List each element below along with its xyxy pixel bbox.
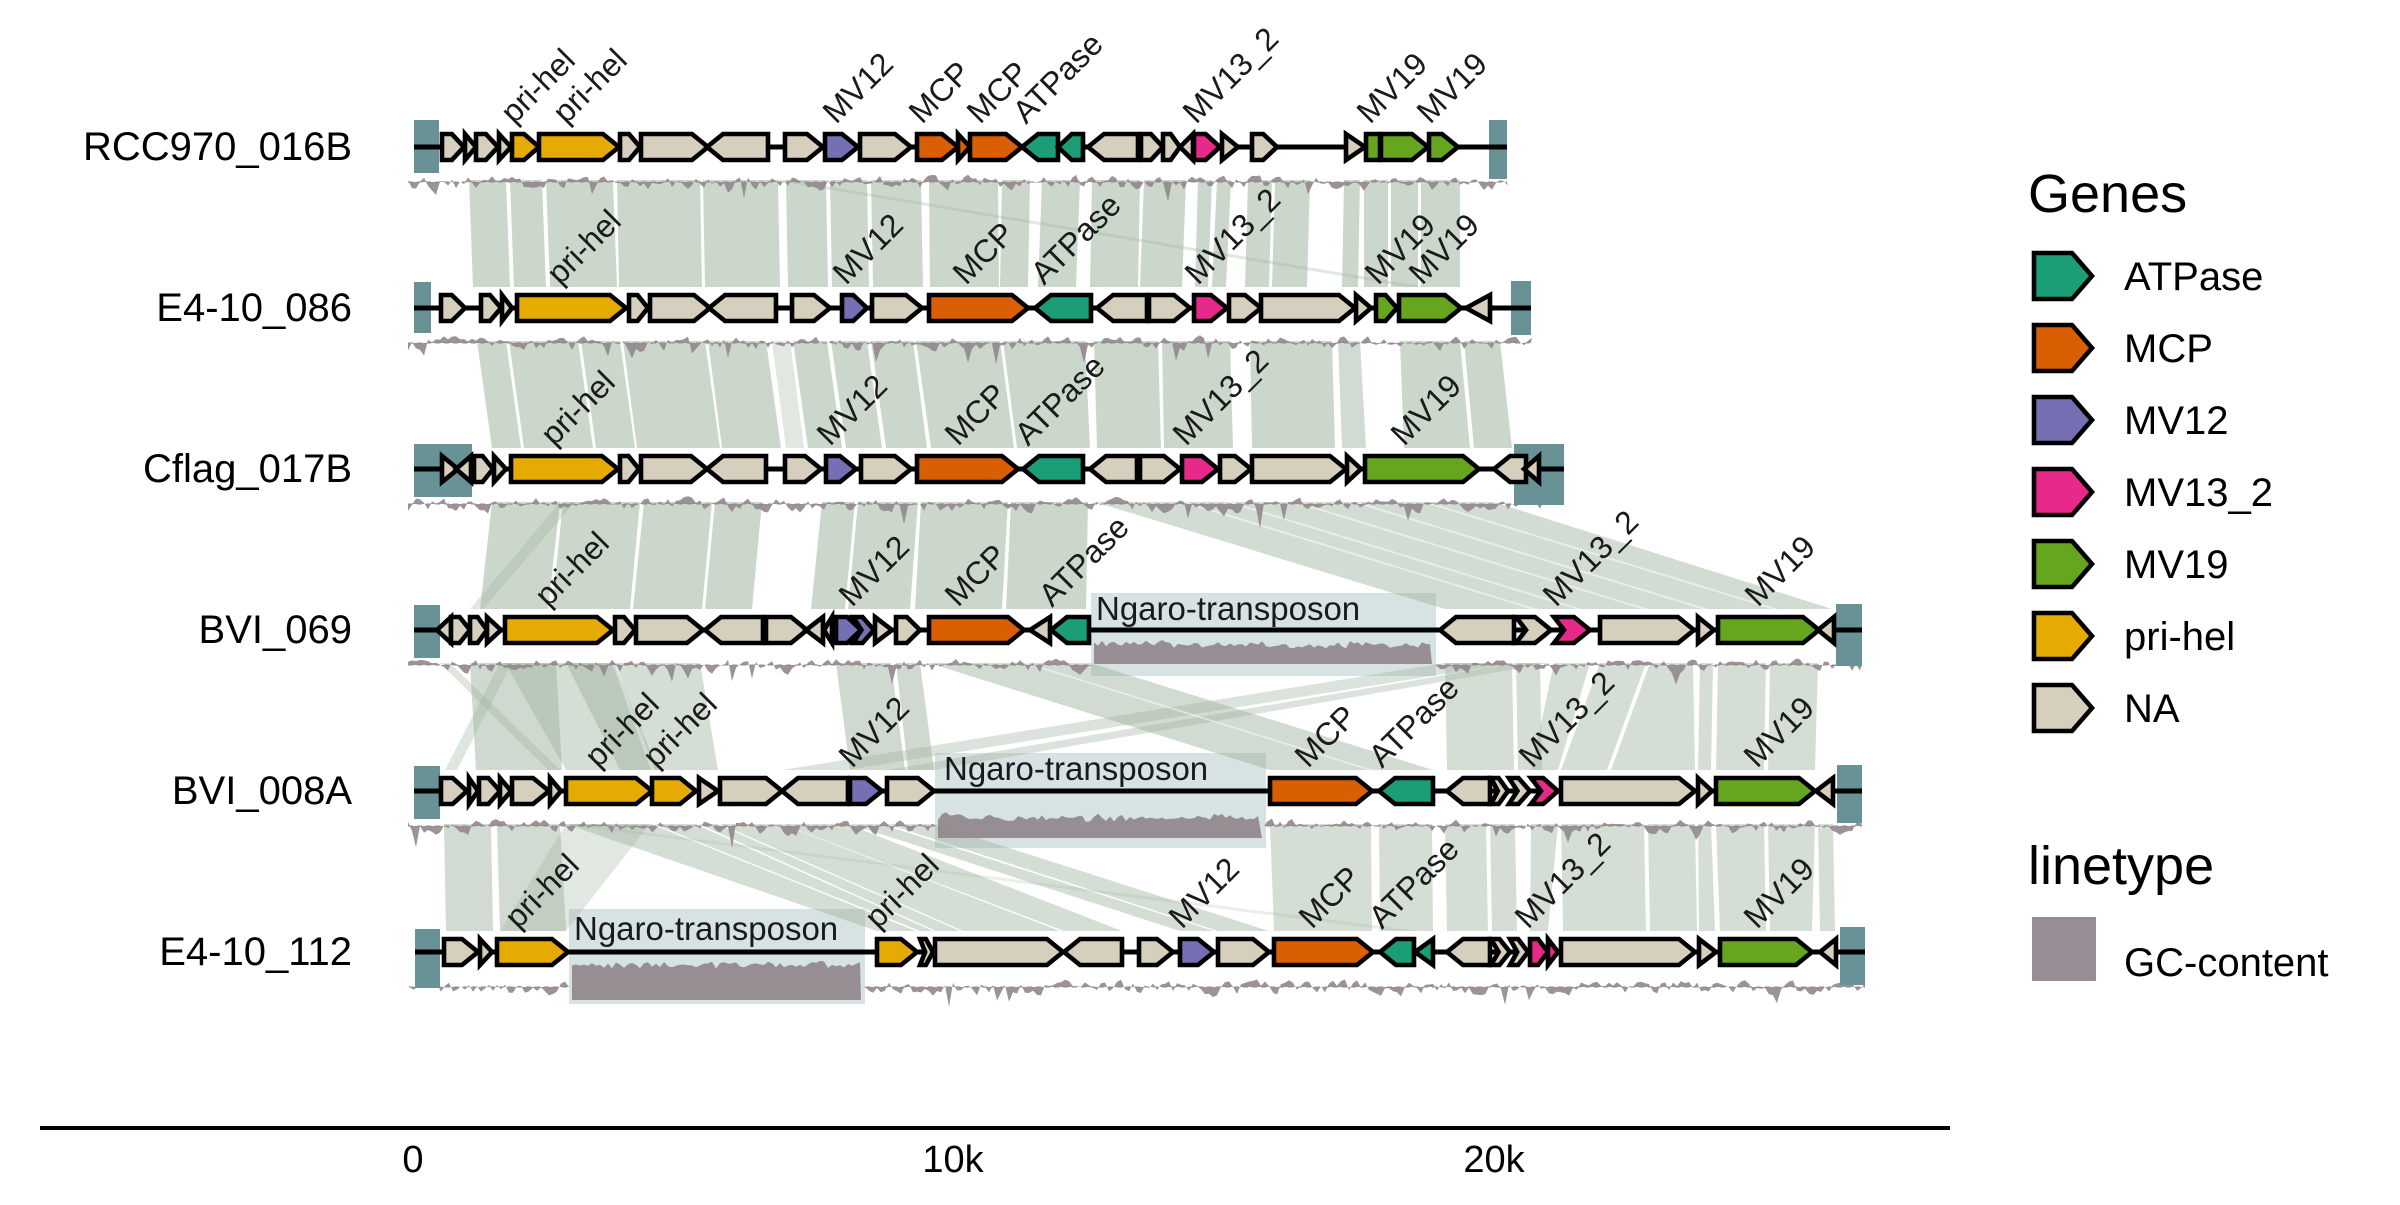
- svg-text:Genes: Genes: [2028, 164, 2187, 224]
- svg-text:Ngaro-transposon: Ngaro-transposon: [944, 750, 1208, 787]
- svg-text:GC-content: GC-content: [2124, 941, 2329, 985]
- svg-text:BVI_008A: BVI_008A: [172, 769, 352, 813]
- svg-text:NA: NA: [2124, 687, 2180, 731]
- svg-text:Cflag_017B: Cflag_017B: [143, 447, 352, 491]
- svg-text:E4-10_112: E4-10_112: [159, 930, 352, 974]
- svg-text:Ngaro-transposon: Ngaro-transposon: [574, 910, 838, 947]
- svg-text:ATPase: ATPase: [2124, 255, 2263, 299]
- svg-text:RCC970_016B: RCC970_016B: [83, 125, 352, 169]
- svg-text:pri-hel: pri-hel: [2124, 615, 2235, 659]
- svg-text:BVI_069: BVI_069: [199, 608, 352, 652]
- svg-text:E4-10_086: E4-10_086: [156, 286, 352, 330]
- svg-text:MV13_2: MV13_2: [2124, 471, 2273, 515]
- svg-text:MV12: MV12: [2124, 399, 2229, 443]
- svg-text:10k: 10k: [922, 1139, 984, 1181]
- svg-text:20k: 20k: [1463, 1139, 1525, 1181]
- svg-text:0: 0: [402, 1139, 423, 1181]
- svg-text:Ngaro-transposon: Ngaro-transposon: [1096, 590, 1360, 627]
- svg-text:linetype: linetype: [2028, 836, 2214, 896]
- svg-text:MV19: MV19: [2124, 543, 2229, 587]
- svg-text:MCP: MCP: [2124, 327, 2213, 371]
